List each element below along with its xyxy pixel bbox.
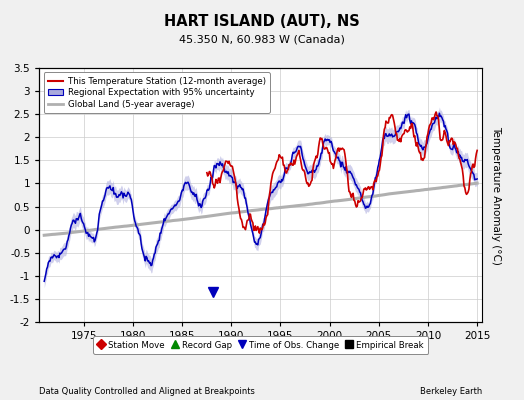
Text: HART ISLAND (AUT), NS: HART ISLAND (AUT), NS [164,14,360,29]
Text: Data Quality Controlled and Aligned at Breakpoints: Data Quality Controlled and Aligned at B… [39,387,255,396]
Legend: Station Move, Record Gap, Time of Obs. Change, Empirical Break: Station Move, Record Gap, Time of Obs. C… [93,336,428,354]
Text: Berkeley Earth: Berkeley Earth [420,387,482,396]
Y-axis label: Temperature Anomaly (°C): Temperature Anomaly (°C) [492,126,501,264]
Legend: This Temperature Station (12-month average), Regional Expectation with 95% uncer: This Temperature Station (12-month avera… [43,72,270,113]
Text: 45.350 N, 60.983 W (Canada): 45.350 N, 60.983 W (Canada) [179,34,345,44]
